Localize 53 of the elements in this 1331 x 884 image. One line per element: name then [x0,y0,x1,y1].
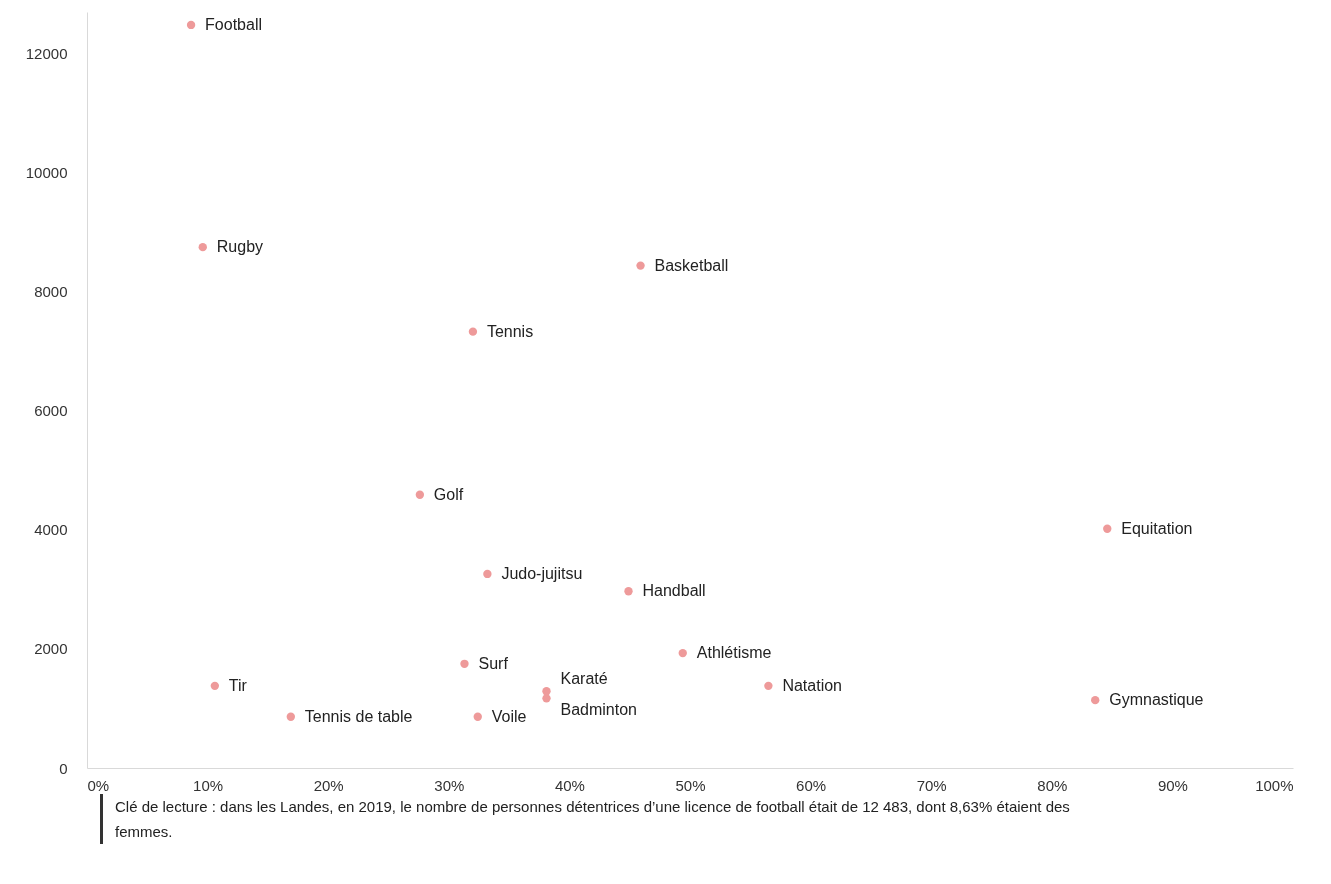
annotation: Tir [228,676,248,694]
x-tick-label: 20% [313,776,344,794]
x-tick-label: 90% [1157,776,1188,794]
x-tick-label: 70% [916,776,947,794]
annotation: Karaté [560,670,608,688]
point [473,712,482,721]
annotation: Badminton [560,701,637,719]
annotation: Natation [782,676,842,694]
point [1091,695,1100,705]
point [636,261,645,270]
point [624,587,633,596]
text: Clé de lecture : dans les Landes, en 2019, le nombre de personnes détentrices d’une licence de football était de 12 483, dont 8,63% étaient des femmes. [100,794,1115,844]
y-tick-label: 8000 [34,283,68,301]
annotation: Surf [478,654,509,672]
point [210,681,220,691]
point [542,687,551,696]
x-tick-label: 10% [193,776,224,794]
point [542,694,551,703]
point [1103,524,1112,533]
x-tick-label: 100% [1255,776,1294,794]
annotation: Judo-jujitsu [501,564,583,582]
y-tick-label: 4000 [34,521,68,539]
x-tick-label: 50% [675,776,706,794]
point [678,648,687,658]
annotation: Rugby [216,238,264,256]
point [764,681,773,691]
annotation: Football [205,15,262,33]
point [198,242,207,252]
point [483,569,492,579]
annotation: Gymnastique [1109,691,1204,709]
annotation: Equitation [1121,519,1193,537]
x-tick-label: 40% [554,776,585,794]
annotation: Handball [642,582,706,600]
y-tick-label: 0 [59,759,68,777]
annotation: Golf [433,485,464,503]
point [415,490,425,499]
y-tick-label: 10000 [25,164,68,182]
annotation: Tennis de table [304,707,413,725]
annotation: Tennis [486,322,534,340]
y-tick-label: 6000 [34,402,68,420]
point [186,20,196,30]
point [468,327,478,336]
point [286,712,295,721]
y-tick-label: 12000 [25,45,68,63]
x-tick-label: 60% [796,776,827,794]
x-tick-label: 30% [434,776,465,794]
x-tick-label: 0% [87,776,110,794]
x-tick-label: 80% [1037,776,1068,794]
annotation: Athlétisme [696,644,772,662]
annotation: Basketball [654,256,729,274]
y-tick-label: 2000 [34,640,68,658]
point [460,659,469,668]
annotation: Voile [491,707,527,725]
